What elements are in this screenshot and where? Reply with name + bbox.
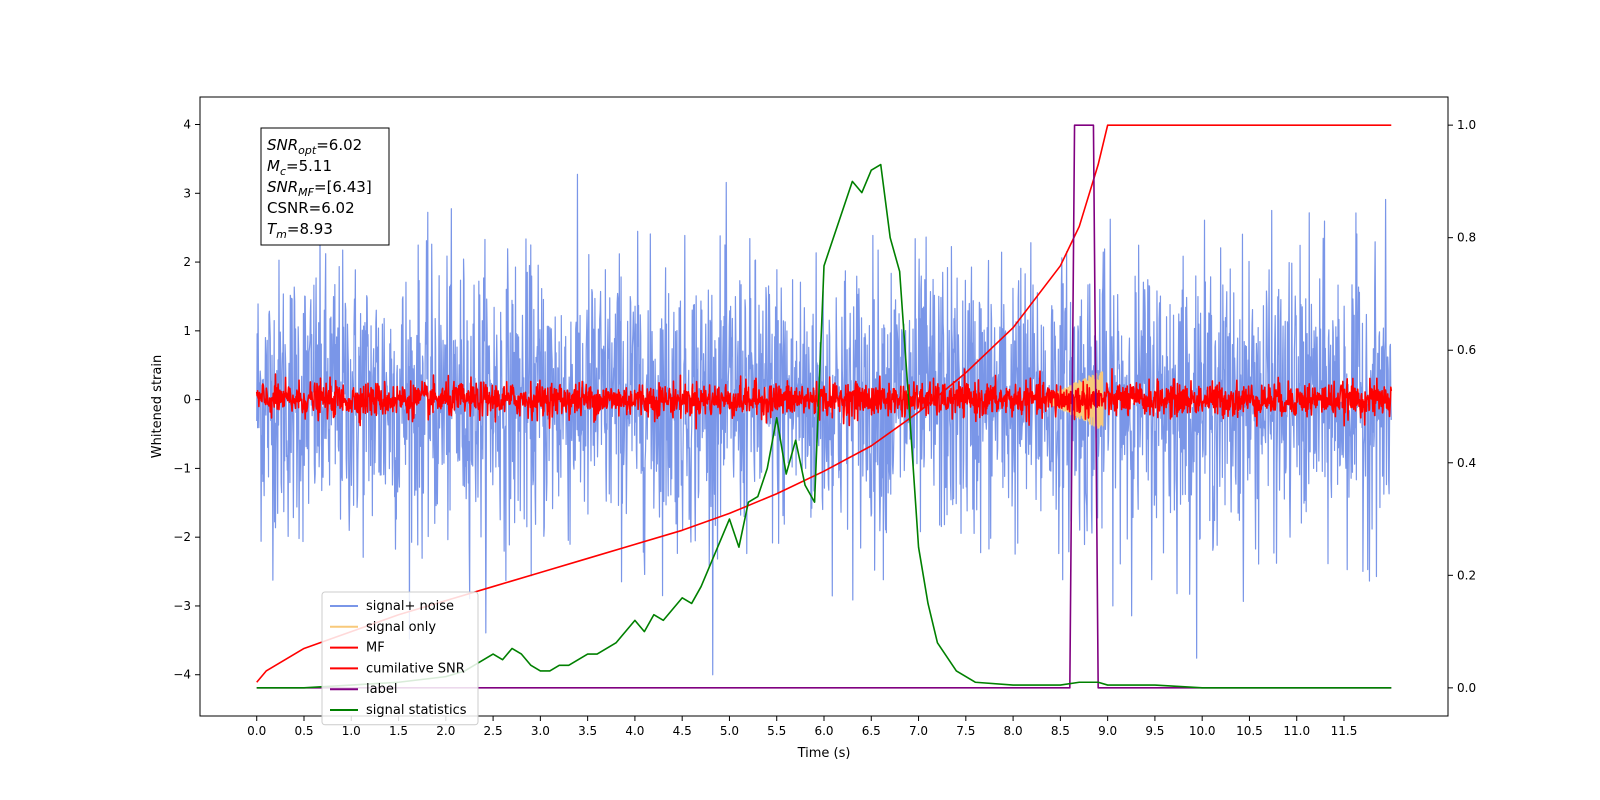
x-tick-label: 2.5 <box>484 724 503 738</box>
legend-label: signal only <box>366 620 436 635</box>
x-tick-label: 11.0 <box>1283 724 1310 738</box>
info-box-frame <box>260 127 390 246</box>
legend-label: cumilative SNR <box>366 661 465 676</box>
y-tick-label: 0 <box>183 393 191 407</box>
y-tick-label: 2 <box>183 255 191 269</box>
x-tick-label: 0.5 <box>294 724 313 738</box>
series-line-4 <box>256 124 1392 689</box>
y2-tick-label: 0.2 <box>1457 568 1476 582</box>
x-axis-label: Time (s) <box>797 746 851 761</box>
y-tick-label: 4 <box>183 118 191 132</box>
x-tick-label: 6.0 <box>814 724 833 738</box>
legend-label: signal+ noise <box>366 599 454 614</box>
x-tick-label: 1.5 <box>389 724 408 738</box>
x-tick-label: 8.0 <box>1004 724 1023 738</box>
y2-tick-label: 1.0 <box>1457 118 1476 132</box>
y-tick-label: −1 <box>173 461 191 475</box>
y2-tick-label: 0.8 <box>1457 231 1476 245</box>
info-line: Mc=5.11 <box>267 157 332 178</box>
y-axis-label: Whitened strain <box>150 355 165 458</box>
y2-tick-label: 0.0 <box>1457 681 1476 695</box>
x-tick-label: 8.5 <box>1051 724 1070 738</box>
legend-label: signal statistics <box>366 703 467 718</box>
legend-label: label <box>366 682 397 697</box>
axis-layer: 0.0 0.5 1.0 1.5 2.0 2.5 3.0 3.5 4.0 4.5 5.0 5.5 6.0 6… <box>150 118 1476 761</box>
x-tick-label: 5.5 <box>767 724 786 738</box>
x-tick-label: 0.0 <box>247 724 266 738</box>
x-tick-label: 6.5 <box>862 724 881 738</box>
x-tick-label: 10.5 <box>1236 724 1263 738</box>
info-line: CSNR=6.02 <box>267 199 355 217</box>
legend-frame <box>321 591 479 726</box>
x-tick-label: 2.0 <box>436 724 455 738</box>
series-line-5 <box>256 163 1392 689</box>
info-line: Tm=8.93 <box>267 220 333 241</box>
info-line: SNRMF=[6.43] <box>267 178 372 199</box>
x-tick-label: 3.5 <box>578 724 597 738</box>
x-tick-label: 9.0 <box>1098 724 1117 738</box>
plot-border <box>199 96 1449 717</box>
x-tick-label: 4.0 <box>625 724 644 738</box>
x-tick-label: 7.5 <box>956 724 975 738</box>
x-tick-label: 4.5 <box>673 724 692 738</box>
x-tick-label: 5.0 <box>720 724 739 738</box>
x-tick-label: 9.5 <box>1145 724 1164 738</box>
y-tick-label: −4 <box>173 668 191 682</box>
x-tick-label: 3.0 <box>531 724 550 738</box>
info-line: SNRopt=6.02 <box>267 136 362 157</box>
y2-tick-label: 0.4 <box>1457 456 1476 470</box>
x-tick-label: 10.0 <box>1189 724 1216 738</box>
series-line-2 <box>255 368 1393 430</box>
y-tick-label: −2 <box>173 530 191 544</box>
legend-label: MF <box>366 641 385 656</box>
series-line-0 <box>256 173 1392 676</box>
legend: signal+ noise signal only MF cumilative SNR… <box>321 591 479 726</box>
y-tick-label: 1 <box>183 324 191 338</box>
x-tick-label: 7.0 <box>909 724 928 738</box>
y2-tick-label: 0.6 <box>1457 343 1476 357</box>
x-tick-label: 11.5 <box>1331 724 1358 738</box>
x-tick-label: 1.0 <box>342 724 361 738</box>
y-tick-label: 3 <box>183 186 191 200</box>
y-tick-label: −3 <box>173 599 191 613</box>
